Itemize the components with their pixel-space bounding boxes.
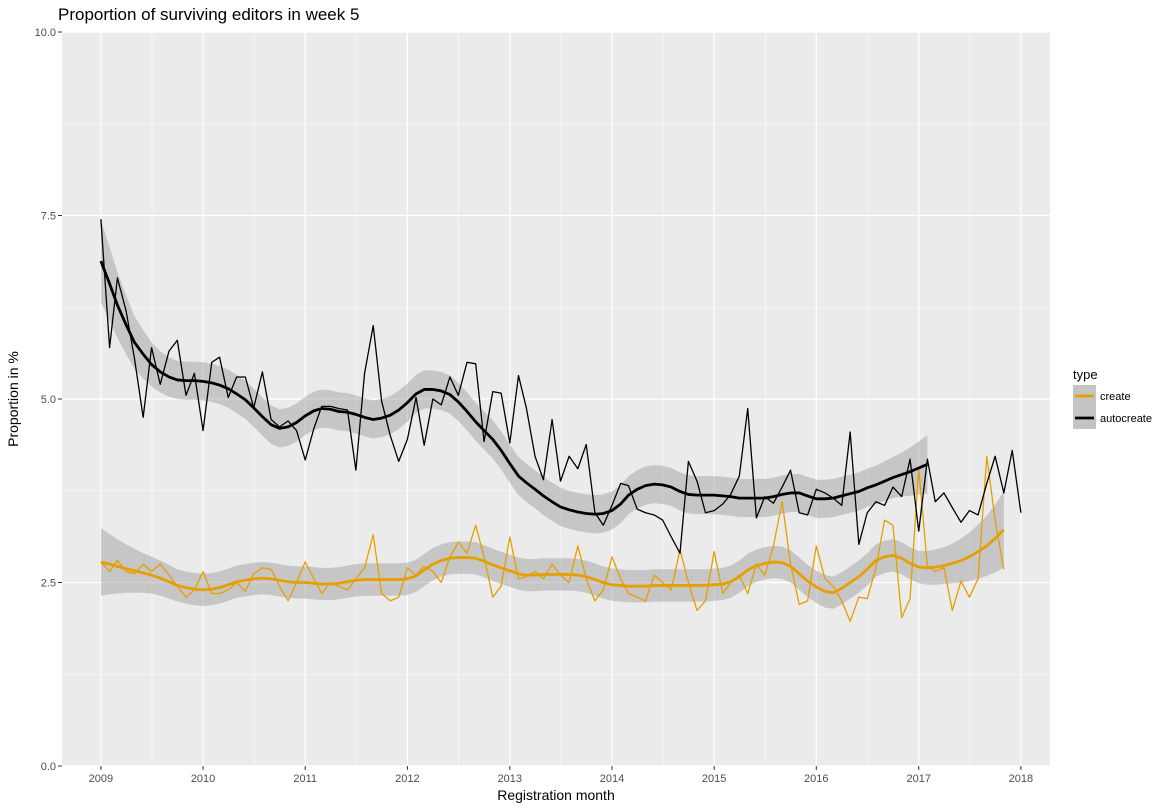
legend-key-autocreate <box>1073 407 1096 429</box>
x-tick-label: 2011 <box>293 773 317 785</box>
x-tick-label: 2014 <box>600 773 624 785</box>
create-confidence-band <box>100 491 1004 609</box>
x-tick-label: 2017 <box>906 773 930 785</box>
y-axis-label: Proportion in % <box>5 351 21 447</box>
major-gridlines <box>62 31 1050 767</box>
x-axis-label: Registration month <box>497 787 615 803</box>
x-tick-label: 2012 <box>395 773 419 785</box>
legend-key-create <box>1073 385 1096 407</box>
legend-title: type <box>1073 367 1098 382</box>
x-tick-label: 2015 <box>702 773 726 785</box>
legend: type create autocreate <box>1073 367 1152 429</box>
x-tick-label: 2009 <box>89 773 113 785</box>
y-tick-label: 5.0 <box>41 394 56 406</box>
x-tick-label: 2016 <box>804 773 828 785</box>
autocreate-smooth-line <box>99 260 928 516</box>
x-tick-label: 2018 <box>1009 773 1033 785</box>
x-axis: 2009 2010 2011 2012 2013 2014 2015 2016 2017 2018 <box>89 766 1033 785</box>
x-tick-label: 2013 <box>498 773 522 785</box>
y-tick-label: 10.0 <box>35 27 56 39</box>
smoothed-series-lines <box>99 260 1005 595</box>
y-axis: 0.0 2.5 5.0 7.5 10.0 <box>35 27 62 773</box>
create-smooth-line <box>100 528 1005 595</box>
legend-label-autocreate: autocreate <box>1100 413 1152 425</box>
x-tick-label: 2010 <box>191 773 215 785</box>
legend-label-create: create <box>1100 391 1131 403</box>
y-tick-label: 2.5 <box>41 578 56 590</box>
y-tick-label: 7.5 <box>41 211 56 223</box>
y-tick-label: 0.0 <box>41 761 56 773</box>
chart-title: Proportion of surviving editors in week … <box>58 5 359 24</box>
